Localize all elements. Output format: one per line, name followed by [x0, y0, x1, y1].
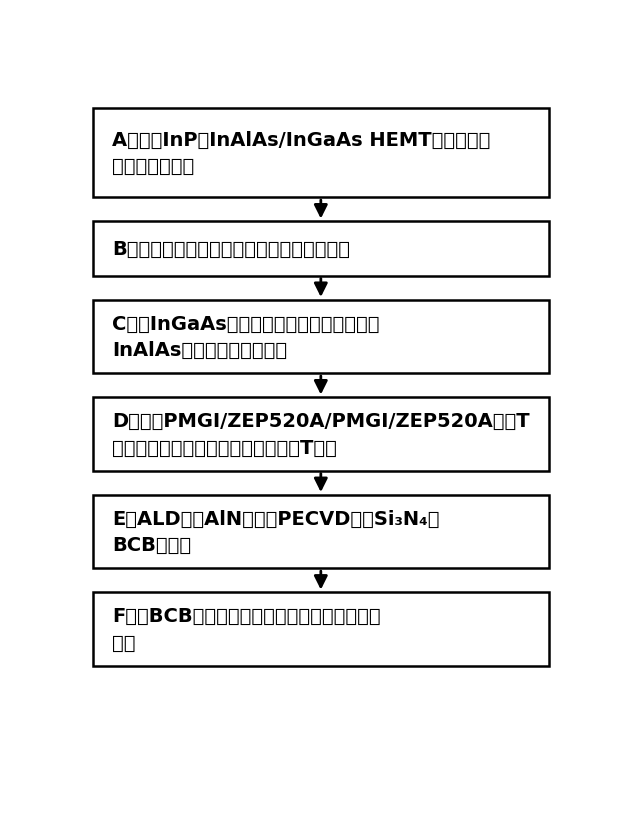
- Text: D、基于PMGI/ZEP520A/PMGI/ZEP520A形成T
型栅形貌、栅槽腐蚀、金属蒸发形成T型栅: D、基于PMGI/ZEP520A/PMGI/ZEP520A形成T 型栅形貌、栅槽…: [112, 412, 530, 457]
- Text: C、在InGaAs帽层上形成源漏欧姆接触，在
InAlAs缓冲层上形成栅引线: C、在InGaAs帽层上形成源漏欧姆接触，在 InAlAs缓冲层上形成栅引线: [112, 314, 380, 360]
- FancyBboxPatch shape: [93, 398, 549, 471]
- FancyBboxPatch shape: [93, 593, 549, 666]
- FancyBboxPatch shape: [93, 222, 549, 276]
- Text: A、准备InP基InAlAs/InGaAs HEMT外延片，并
进行清洗和干燥: A、准备InP基InAlAs/InGaAs HEMT外延片，并 进行清洗和干燥: [112, 131, 491, 176]
- Text: E、ALD淡积AlN薄膜、PECVD淡积Si₃N₄、
BCB桥制备: E、ALD淡积AlN薄膜、PECVD淡积Si₃N₄、 BCB桥制备: [112, 509, 439, 555]
- FancyBboxPatch shape: [93, 495, 549, 568]
- Text: F、在BCB上光刻、刻蚀形成接触孔，布线金属
制备: F、在BCB上光刻、刻蚀形成接触孔，布线金属 制备: [112, 607, 381, 653]
- FancyBboxPatch shape: [93, 109, 549, 198]
- Text: B、通过光刻和湿法腐蚀形成有源区隔离台面: B、通过光刻和湿法腐蚀形成有源区隔离台面: [112, 240, 350, 259]
- FancyBboxPatch shape: [93, 300, 549, 374]
